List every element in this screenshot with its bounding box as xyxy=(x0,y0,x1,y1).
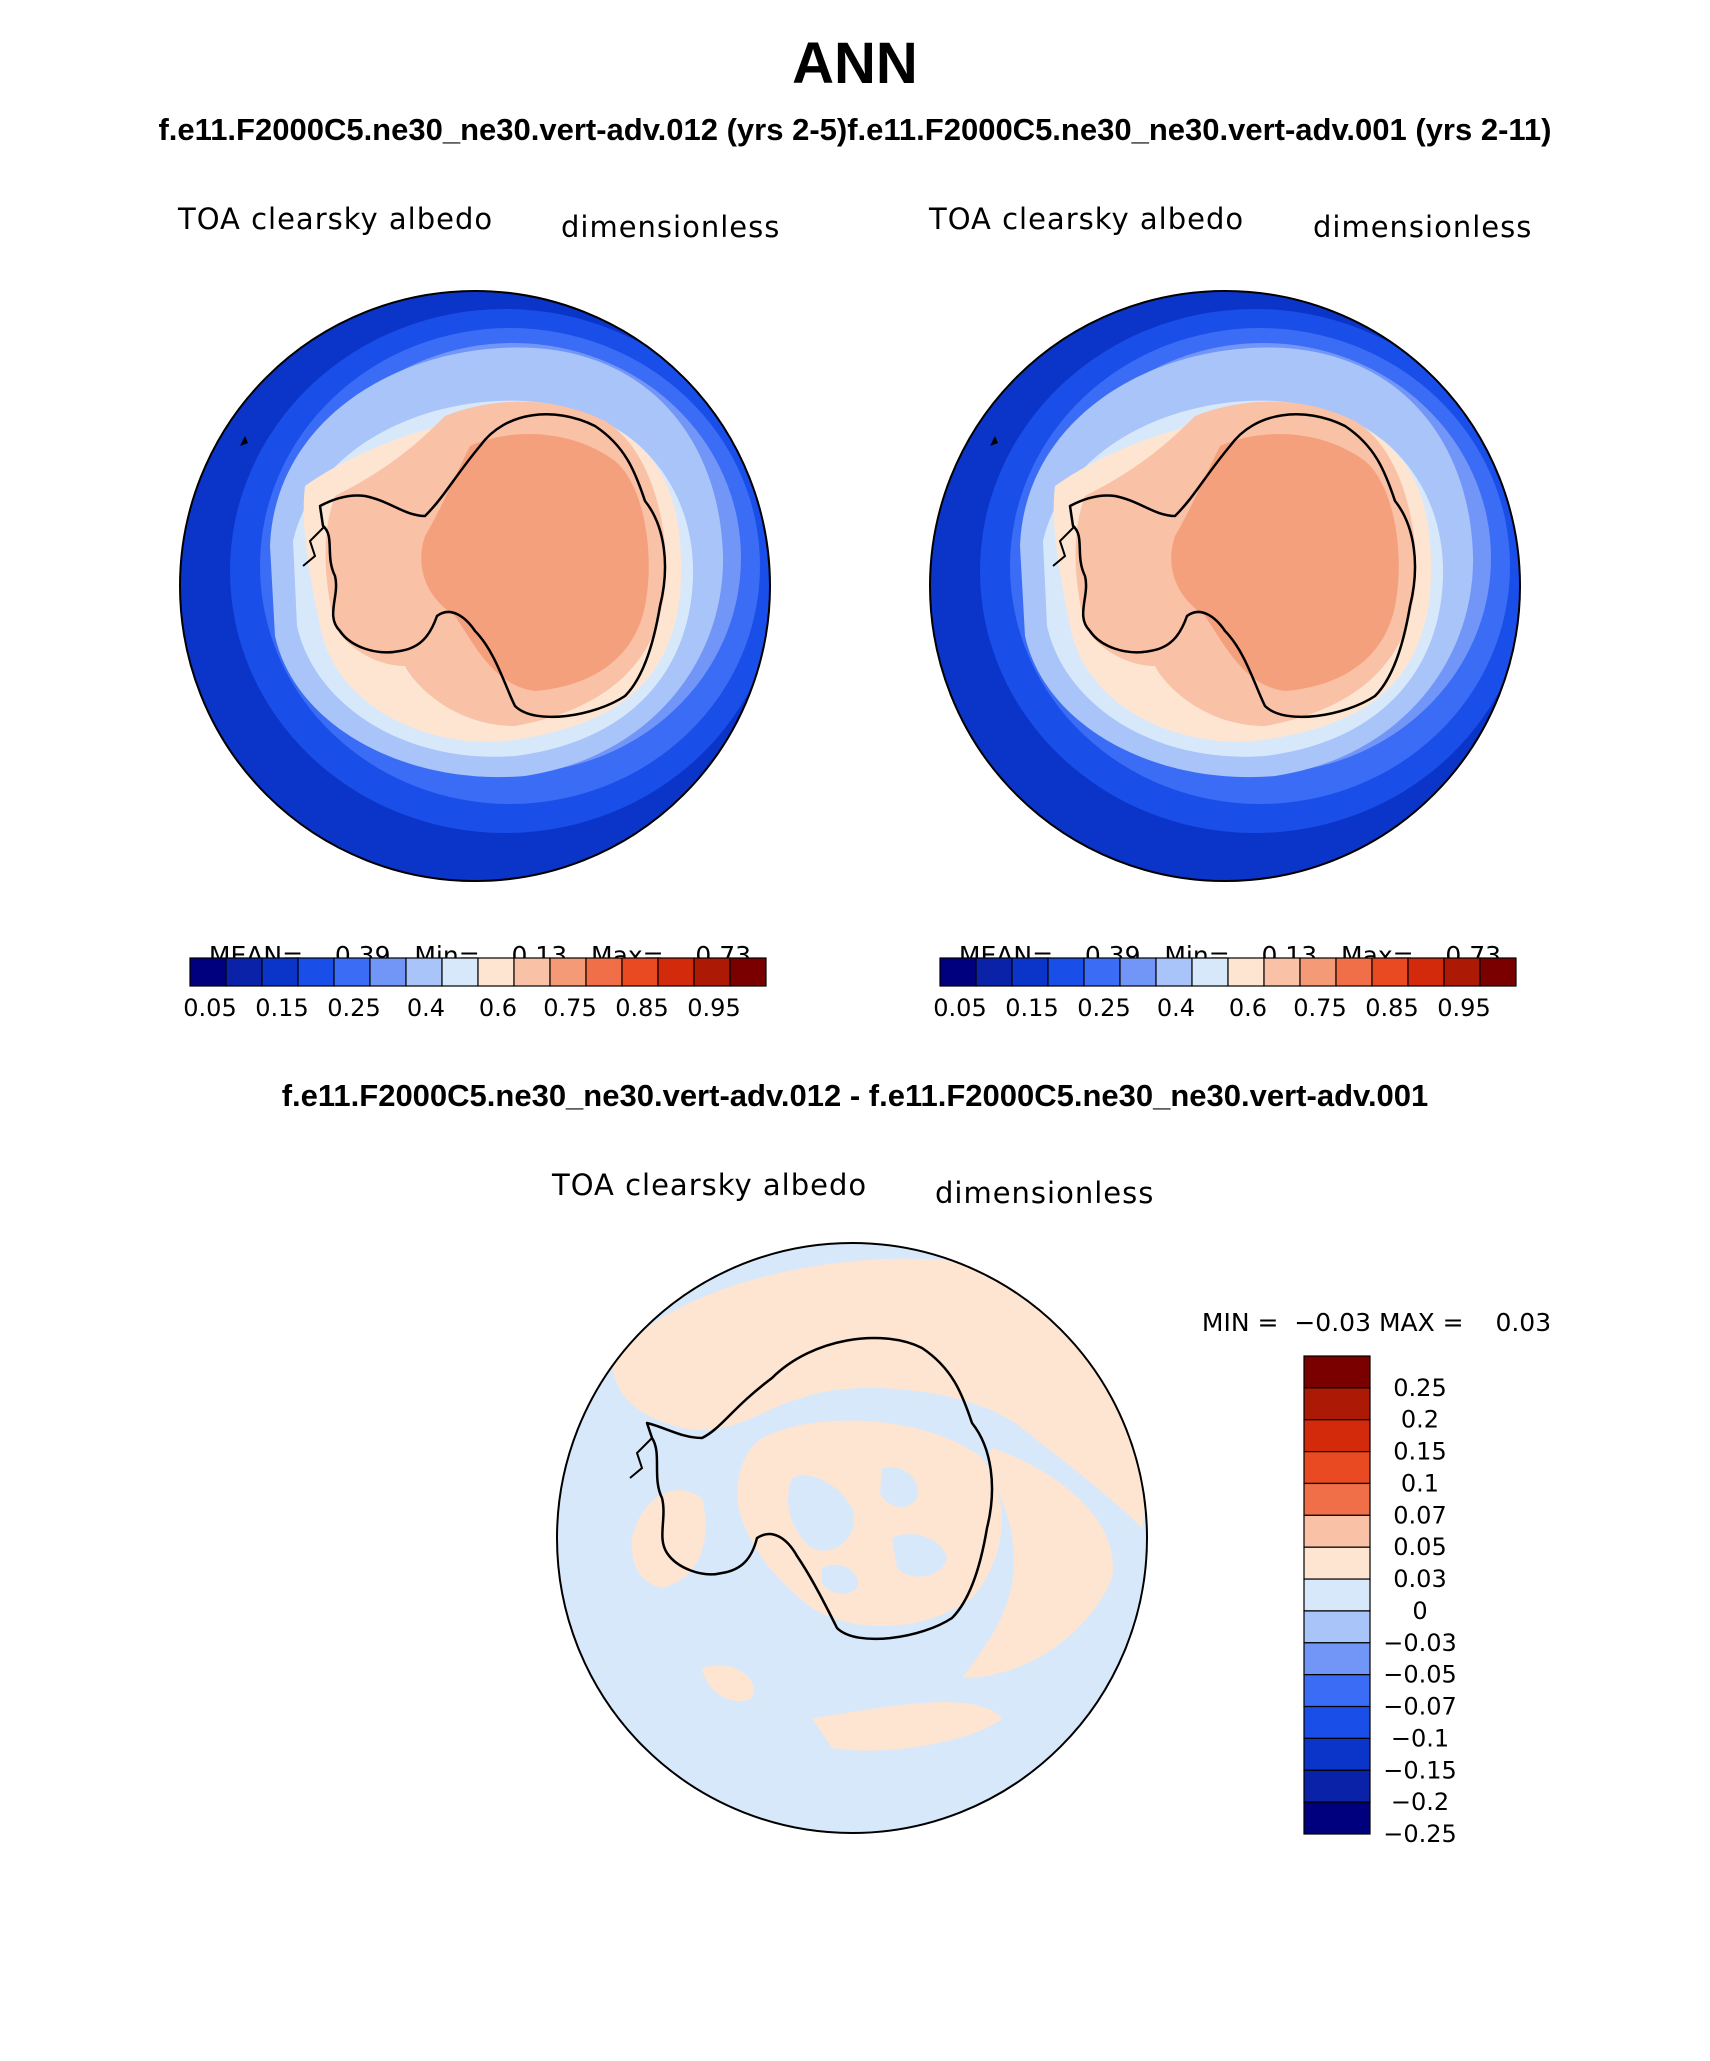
panel1-colorbar-swatch xyxy=(441,957,479,987)
panel2-colorbar-swatch xyxy=(1155,957,1193,987)
panel1-colorbar-swatch xyxy=(333,957,371,987)
panel2-colorbar-tick-label: 0.6 xyxy=(1229,994,1267,1022)
difference-colorbar-swatch xyxy=(1303,1737,1371,1771)
panel1-colorbar-swatch xyxy=(549,957,587,987)
diff-max-label: MAX = xyxy=(1378,1308,1464,1337)
difference-colorbar-tick-label: 0 xyxy=(1412,1597,1427,1625)
difference-colorbar-tick-label: 0.07 xyxy=(1393,1501,1446,1529)
panel2-colorbar-tick-label: 0.95 xyxy=(1437,994,1490,1022)
difference-colorbar: 0.25 0.2 0.15 0.1 0.07 0.05 0.03 0 −0.03 −0.05 −0.… xyxy=(1303,1355,1457,1848)
difference-colorbar-swatch xyxy=(1303,1387,1371,1421)
diff-variable-label: TOA clearsky albedo xyxy=(552,1168,868,1202)
panel2-colorbar-swatch xyxy=(1335,957,1373,987)
panel1-variable-label: TOA clearsky albedo xyxy=(178,202,494,236)
difference-colorbar-swatch xyxy=(1303,1674,1371,1708)
difference-colorbar-tick-label: −0.05 xyxy=(1383,1661,1457,1689)
diff-units-label: dimensionless xyxy=(935,1176,1155,1210)
panel2-polar-map xyxy=(929,290,1521,882)
panel2-colorbar-swatch xyxy=(1191,957,1229,987)
panel2-colorbar-tick-label: 0.15 xyxy=(1005,994,1058,1022)
panel1-colorbar-swatch xyxy=(261,957,299,987)
difference-colorbar-swatch xyxy=(1303,1642,1371,1676)
difference-colorbar-tick-label: −0.25 xyxy=(1383,1820,1457,1848)
panel1-colorbar-tick-label: 0.6 xyxy=(479,994,517,1022)
page-title: ANN xyxy=(792,31,918,96)
difference-colorbar-swatch xyxy=(1303,1482,1371,1516)
panel1-colorbar-swatch xyxy=(477,957,515,987)
panel2-colorbar-swatch xyxy=(975,957,1013,987)
panel2-colorbar-swatch xyxy=(1011,957,1049,987)
panel1-colorbar-swatch xyxy=(585,957,623,987)
panel2-units-label: dimensionless xyxy=(1313,210,1533,244)
panel2-colorbar-tick-label: 0.4 xyxy=(1157,994,1195,1022)
panel1-colorbar-swatch xyxy=(189,957,227,987)
panel1-colorbar-tick-label: 0.25 xyxy=(327,994,380,1022)
panel2-colorbar-swatch xyxy=(1371,957,1409,987)
difference-colorbar-swatch xyxy=(1303,1801,1371,1835)
panel1-colorbar: 0.05 0.15 0.25 0.4 0.6 0.75 0.85 0.95 xyxy=(183,957,767,1022)
difference-colorbar-swatch xyxy=(1303,1514,1371,1548)
panel2-colorbar-swatch xyxy=(1407,957,1445,987)
panel1-colorbar-swatch xyxy=(405,957,443,987)
panel1-colorbar-swatch xyxy=(369,957,407,987)
difference-colorbar-tick-label: −0.1 xyxy=(1391,1724,1449,1752)
difference-colorbar-swatch xyxy=(1303,1355,1371,1389)
panel1-units-label: dimensionless xyxy=(561,210,781,244)
difference-colorbar-tick-label: −0.03 xyxy=(1383,1629,1457,1657)
diff-stats: MIN = −0.03 MAX = 0.03 xyxy=(1186,1279,1551,1337)
panel1-colorbar-swatch xyxy=(297,957,335,987)
panel1-colorbar-swatch xyxy=(693,957,731,987)
panel2-colorbar-swatch xyxy=(1227,957,1265,987)
diff-min-label: MIN = xyxy=(1201,1308,1279,1337)
difference-colorbar-tick-label: −0.2 xyxy=(1391,1788,1449,1816)
panel2-colorbar-swatch xyxy=(1479,957,1517,987)
panel1-colorbar-swatch xyxy=(225,957,263,987)
difference-colorbar-swatch xyxy=(1303,1705,1371,1739)
panel1-colorbar-swatch xyxy=(621,957,659,987)
difference-colorbar-tick-label: 0.2 xyxy=(1401,1406,1439,1434)
panel2-colorbar-swatch xyxy=(1083,957,1121,987)
difference-colorbar-swatch xyxy=(1303,1546,1371,1580)
panel2-colorbar-tick-label: 0.25 xyxy=(1077,994,1130,1022)
panel2-colorbar-tick-label: 0.75 xyxy=(1293,994,1346,1022)
panel1-colorbar-swatch xyxy=(513,957,551,987)
panel2-colorbar-swatch xyxy=(1119,957,1157,987)
difference-colorbar-swatch xyxy=(1303,1578,1371,1612)
diff-max-value: 0.03 xyxy=(1495,1308,1552,1337)
difference-polar-map xyxy=(556,1242,1148,1834)
panel1-colorbar-swatch xyxy=(729,957,767,987)
panel2-colorbar-swatch xyxy=(939,957,977,987)
difference-colorbar-swatch xyxy=(1303,1610,1371,1644)
panel2-variable-label: TOA clearsky albedo xyxy=(929,202,1245,236)
panel1-colorbar-tick-label: 0.15 xyxy=(255,994,308,1022)
panel2-colorbar-tick-label: 0.05 xyxy=(933,994,986,1022)
difference-title: f.e11.F2000C5.ne30_ne30.vert-adv.012 - f… xyxy=(281,1078,1429,1113)
difference-colorbar-tick-label: 0.25 xyxy=(1393,1374,1446,1402)
difference-colorbar-swatch xyxy=(1303,1769,1371,1803)
panel1-colorbar-tick-label: 0.4 xyxy=(407,994,445,1022)
diff-min-value: −0.03 xyxy=(1294,1308,1371,1337)
panel1-polar-map xyxy=(179,290,771,882)
difference-colorbar-tick-label: 0.1 xyxy=(1401,1469,1439,1497)
panel1-colorbar-tick-label: 0.05 xyxy=(183,994,236,1022)
panel1-colorbar-tick-label: 0.95 xyxy=(687,994,740,1022)
difference-colorbar-tick-label: −0.15 xyxy=(1383,1756,1457,1784)
panel2-colorbar-swatch xyxy=(1263,957,1301,987)
panel2-colorbar-swatch xyxy=(1047,957,1085,987)
difference-colorbar-tick-label: −0.07 xyxy=(1383,1693,1457,1721)
difference-colorbar-tick-label: 0.03 xyxy=(1393,1565,1446,1593)
difference-colorbar-tick-label: 0.15 xyxy=(1393,1438,1446,1466)
panel2-colorbar-tick-label: 0.85 xyxy=(1365,994,1418,1022)
panel1-colorbar-tick-label: 0.75 xyxy=(543,994,596,1022)
difference-colorbar-swatch xyxy=(1303,1419,1371,1453)
case-comparison-subtitle: f.e11.F2000C5.ne30_ne30.vert-adv.012 (yr… xyxy=(158,112,1552,147)
panel1-colorbar-swatch xyxy=(657,957,695,987)
panel2-colorbar-swatch xyxy=(1299,957,1337,987)
panel1-colorbar-tick-label: 0.85 xyxy=(615,994,668,1022)
difference-colorbar-tick-label: 0.05 xyxy=(1393,1533,1446,1561)
difference-colorbar-swatch xyxy=(1303,1450,1371,1485)
panel2-colorbar-swatch xyxy=(1443,957,1481,987)
panel2-colorbar: 0.05 0.15 0.25 0.4 0.6 0.75 0.85 0.95 xyxy=(933,957,1517,1022)
